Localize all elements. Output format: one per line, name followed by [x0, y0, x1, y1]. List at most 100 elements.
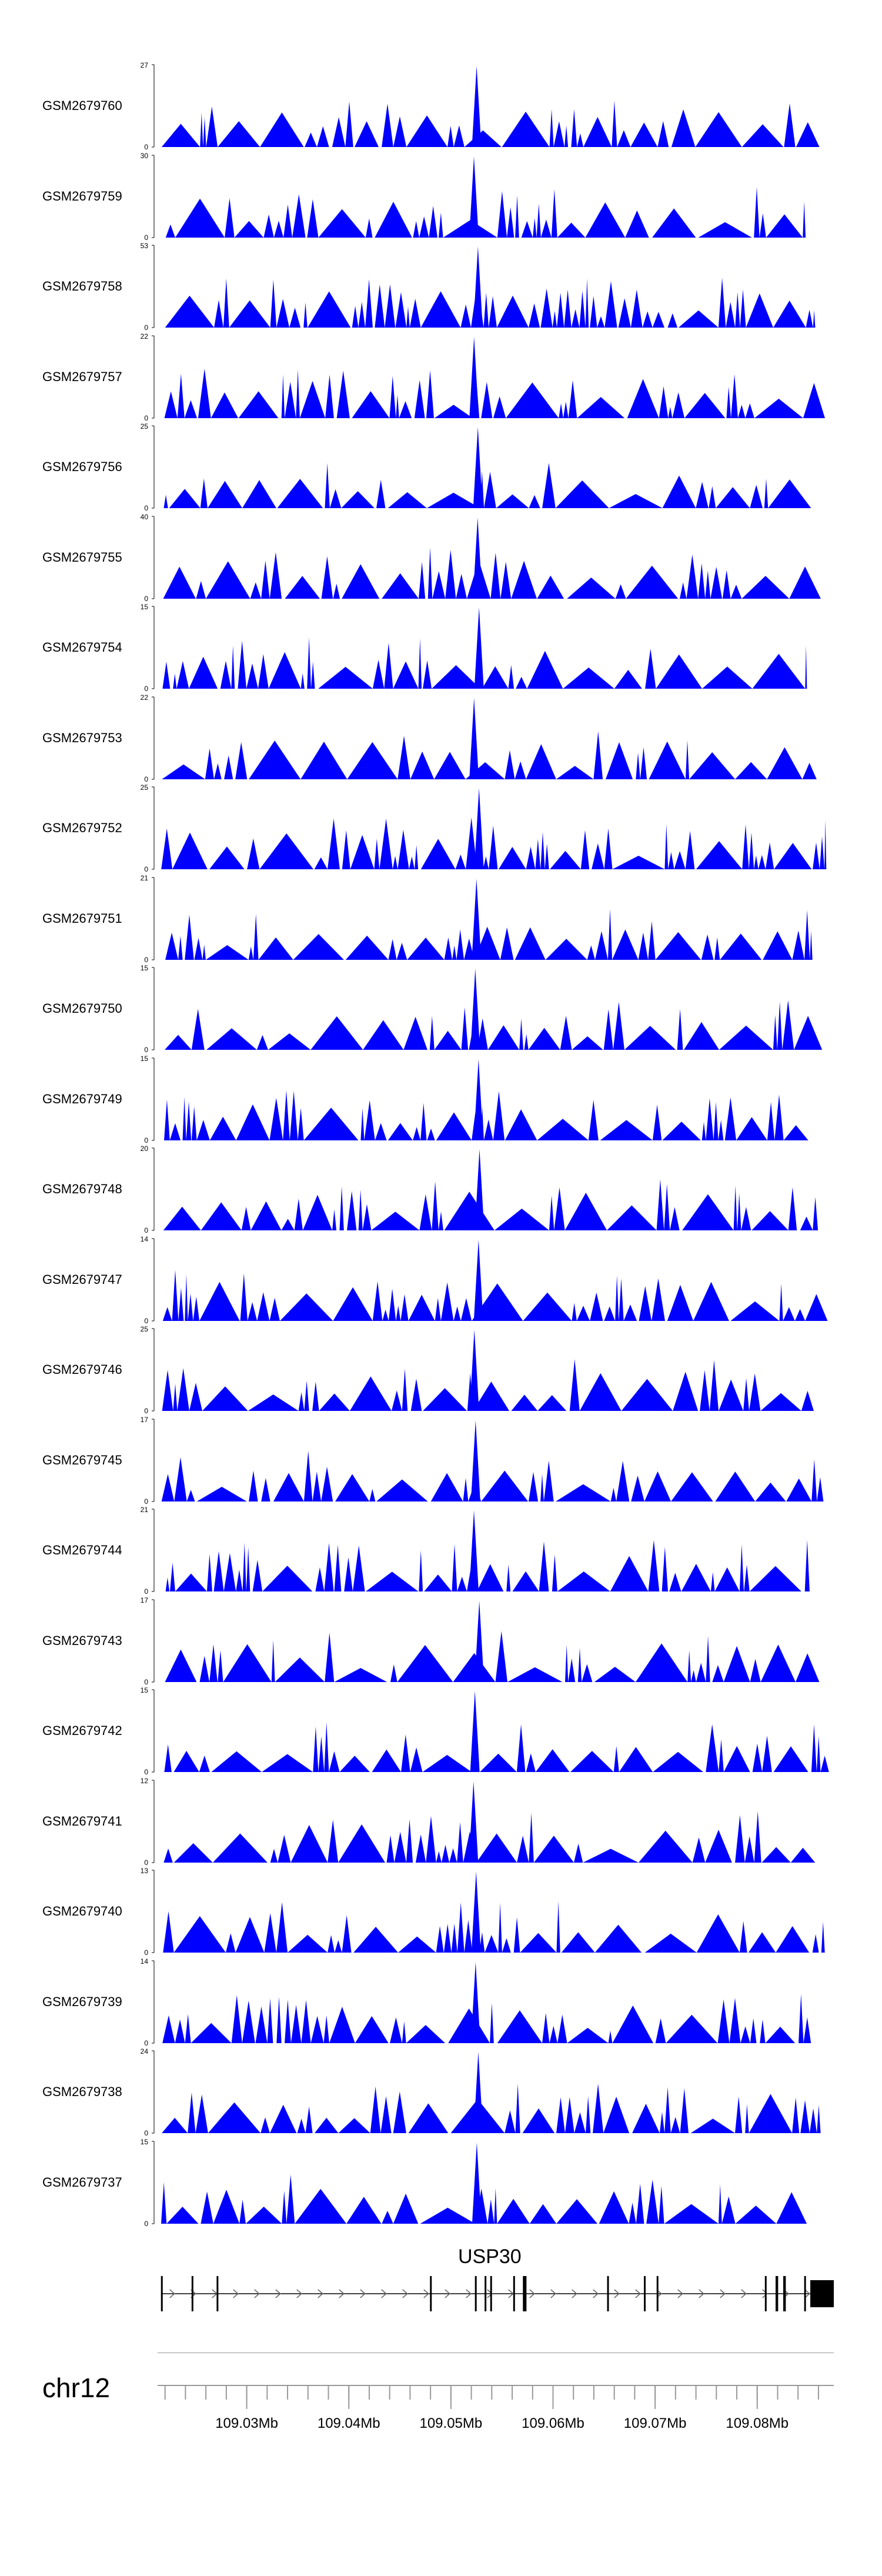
coverage-area — [165, 1540, 810, 1591]
y-min-label: 0 — [144, 2220, 148, 2228]
coverage-track: 15 0 — [141, 2138, 807, 2228]
coverage-area — [162, 1269, 828, 1321]
y-min-label: 0 — [144, 1226, 148, 1234]
y-max-label: 21 — [141, 1506, 149, 1514]
axis-tick-label: 109.04Mb — [318, 2415, 380, 2431]
strand-arrow — [804, 2289, 810, 2298]
y-max-label: 15 — [141, 2138, 149, 2146]
strand-arrow — [508, 2289, 514, 2298]
y-min-label: 0 — [144, 595, 148, 603]
coverage-peak — [474, 788, 484, 869]
track-label: GSM2679757 — [42, 369, 122, 384]
coverage-area — [164, 1722, 829, 1772]
strand-arrow — [614, 2289, 620, 2298]
coverage-tracks: GSM2679760 27 0 GSM2679759 30 0 GSM2679758 53 0 G… — [42, 61, 829, 2228]
track-label: GSM2679737 — [42, 2174, 122, 2190]
coverage-track: 15 0 — [141, 964, 823, 1054]
y-min-label: 0 — [144, 2039, 148, 2047]
axis-tick-label: 109.05Mb — [419, 2415, 482, 2431]
track-label: GSM2679755 — [42, 549, 122, 565]
coverage-track: 15 0 — [141, 1055, 808, 1144]
gene-exon — [430, 2276, 432, 2311]
y-max-label: 15 — [141, 1686, 149, 1694]
coverage-peak — [469, 156, 479, 238]
y-min-label: 0 — [144, 956, 148, 964]
track-label: GSM2679754 — [42, 640, 122, 655]
y-min-label: 0 — [144, 414, 148, 422]
gene-exon — [607, 2276, 609, 2311]
strand-arrow — [720, 2289, 726, 2298]
strand-arrow — [677, 2289, 683, 2298]
strand-arrow — [339, 2289, 345, 2298]
track-label: GSM2679745 — [42, 1452, 122, 1467]
strand-arrow — [381, 2289, 387, 2298]
axis-tick-label: 109.08Mb — [726, 2415, 789, 2431]
y-min-label: 0 — [144, 1497, 148, 1506]
y-min-label: 0 — [144, 1587, 148, 1596]
coverage-track: 14 0 — [141, 1235, 828, 1325]
strand-arrow — [572, 2289, 577, 2298]
coverage-track: 21 0 — [141, 874, 813, 964]
y-max-label: 15 — [141, 1055, 149, 1063]
gene-exon — [490, 2276, 492, 2311]
coverage-area — [162, 1359, 814, 1411]
coverage-track: 15 0 — [141, 603, 807, 693]
track-label: GSM2679739 — [42, 1994, 122, 2009]
axis-tick-label: 109.06Mb — [522, 2415, 584, 2431]
coverage-peak — [472, 2142, 482, 2224]
coverage-track: 24 0 — [141, 2047, 821, 2137]
y-min-label: 0 — [144, 1046, 148, 1054]
coverage-track: 17 0 — [141, 1416, 824, 1506]
coverage-track: 12 0 — [141, 1777, 816, 1867]
track-label: GSM2679749 — [42, 1091, 122, 1106]
coverage-area — [162, 637, 807, 689]
coverage-peak — [469, 698, 479, 779]
strand-arrow — [635, 2289, 641, 2298]
gene-exon — [776, 2276, 779, 2311]
gene-exon — [513, 2276, 515, 2311]
y-max-label: 14 — [141, 1957, 149, 1966]
coverage-area — [161, 817, 827, 869]
gene-exon — [804, 2276, 806, 2311]
y-max-label: 24 — [141, 2047, 149, 2056]
y-max-label: 27 — [141, 61, 149, 69]
y-max-label: 12 — [141, 1777, 149, 1785]
y-max-label: 25 — [141, 422, 149, 431]
gene-name-usp30: USP30 — [458, 2247, 522, 2268]
strand-arrow — [699, 2289, 704, 2298]
strand-arrow — [466, 2289, 472, 2298]
coverage-area — [165, 278, 816, 328]
y-min-label: 0 — [144, 504, 148, 512]
coverage-track: 25 0 — [141, 422, 811, 512]
coverage-area — [164, 1090, 808, 1140]
track-label: GSM2679752 — [42, 820, 122, 835]
coverage-peak — [469, 1330, 479, 1411]
strand-arrow — [423, 2289, 429, 2298]
y-max-label: 20 — [141, 1144, 149, 1153]
coverage-area — [165, 186, 806, 238]
genome-axis: 109.03Mb 109.04Mb 109.05Mb 109.06Mb 109.07Mb… — [158, 2353, 834, 2431]
coverage-peak — [469, 1781, 479, 1863]
coverage-track: 25 0 — [141, 1325, 814, 1415]
coverage-peak — [469, 336, 479, 418]
coverage-peak — [473, 246, 483, 328]
y-min-label: 0 — [144, 2129, 148, 2137]
gene-exon — [161, 2276, 163, 2311]
strand-arrow — [550, 2289, 556, 2298]
gene-exon — [783, 2276, 786, 2311]
coverage-area — [164, 368, 826, 418]
track-label: GSM2679747 — [42, 1272, 122, 1287]
y-max-label: 25 — [141, 783, 149, 792]
y-max-label: 17 — [141, 1416, 149, 1424]
y-min-label: 0 — [144, 1858, 148, 1867]
coverage-track: 25 0 — [141, 783, 827, 873]
coverage-area — [162, 731, 817, 779]
track-label: GSM2679760 — [42, 98, 122, 113]
y-min-label: 0 — [144, 1768, 148, 1776]
gene-exon — [523, 2276, 527, 2311]
y-min-label: 0 — [144, 143, 148, 151]
coverage-peak — [473, 427, 483, 508]
coverage-area — [162, 2083, 821, 2133]
coverage-peak — [473, 1059, 483, 1140]
coverage-track: 13 0 — [141, 1867, 825, 1957]
